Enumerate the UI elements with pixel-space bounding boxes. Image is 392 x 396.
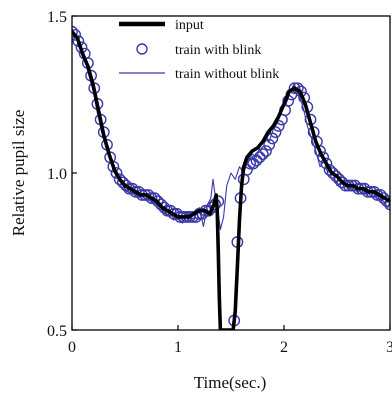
series-line-input bbox=[72, 30, 390, 330]
legend-swatch-train-with-blink bbox=[136, 43, 148, 55]
y-tick-label: 0.5 bbox=[47, 323, 67, 340]
data-point bbox=[266, 132, 279, 145]
ticks-layer: 0 1 2 3 0.5 1.0 1.5 bbox=[47, 9, 392, 356]
data-point bbox=[155, 198, 167, 211]
data-point bbox=[260, 145, 272, 157]
x-tick-label: 0 bbox=[68, 339, 76, 356]
data-point bbox=[116, 176, 129, 189]
x-axis-label: Time(sec.) bbox=[194, 373, 267, 392]
legend-label-input: input bbox=[175, 18, 204, 33]
y-tick-label: 1.0 bbox=[47, 166, 67, 183]
data-point bbox=[113, 173, 126, 186]
x-tick-label: 3 bbox=[386, 339, 392, 356]
data-point bbox=[247, 157, 260, 170]
data-point bbox=[263, 138, 276, 151]
legend-label-train-without-blink: train without blink bbox=[175, 67, 279, 82]
legend: input train with blink train without bli… bbox=[119, 18, 279, 82]
data-point bbox=[253, 151, 266, 164]
data-point bbox=[250, 154, 263, 167]
series-line-train-without-blink bbox=[72, 28, 390, 231]
x-tick-label: 1 bbox=[174, 339, 182, 356]
legend-label-train-with-blink: train with blink bbox=[175, 43, 261, 58]
data-point bbox=[288, 82, 301, 95]
data-point bbox=[72, 28, 82, 41]
data-point bbox=[377, 192, 390, 205]
x-tick-label: 2 bbox=[280, 339, 288, 356]
y-axis-label: Relative pupil size bbox=[9, 110, 28, 237]
data-point bbox=[314, 145, 326, 157]
y-tick-label: 1.5 bbox=[47, 9, 67, 26]
data-point bbox=[110, 167, 123, 179]
series-layer bbox=[72, 25, 390, 330]
